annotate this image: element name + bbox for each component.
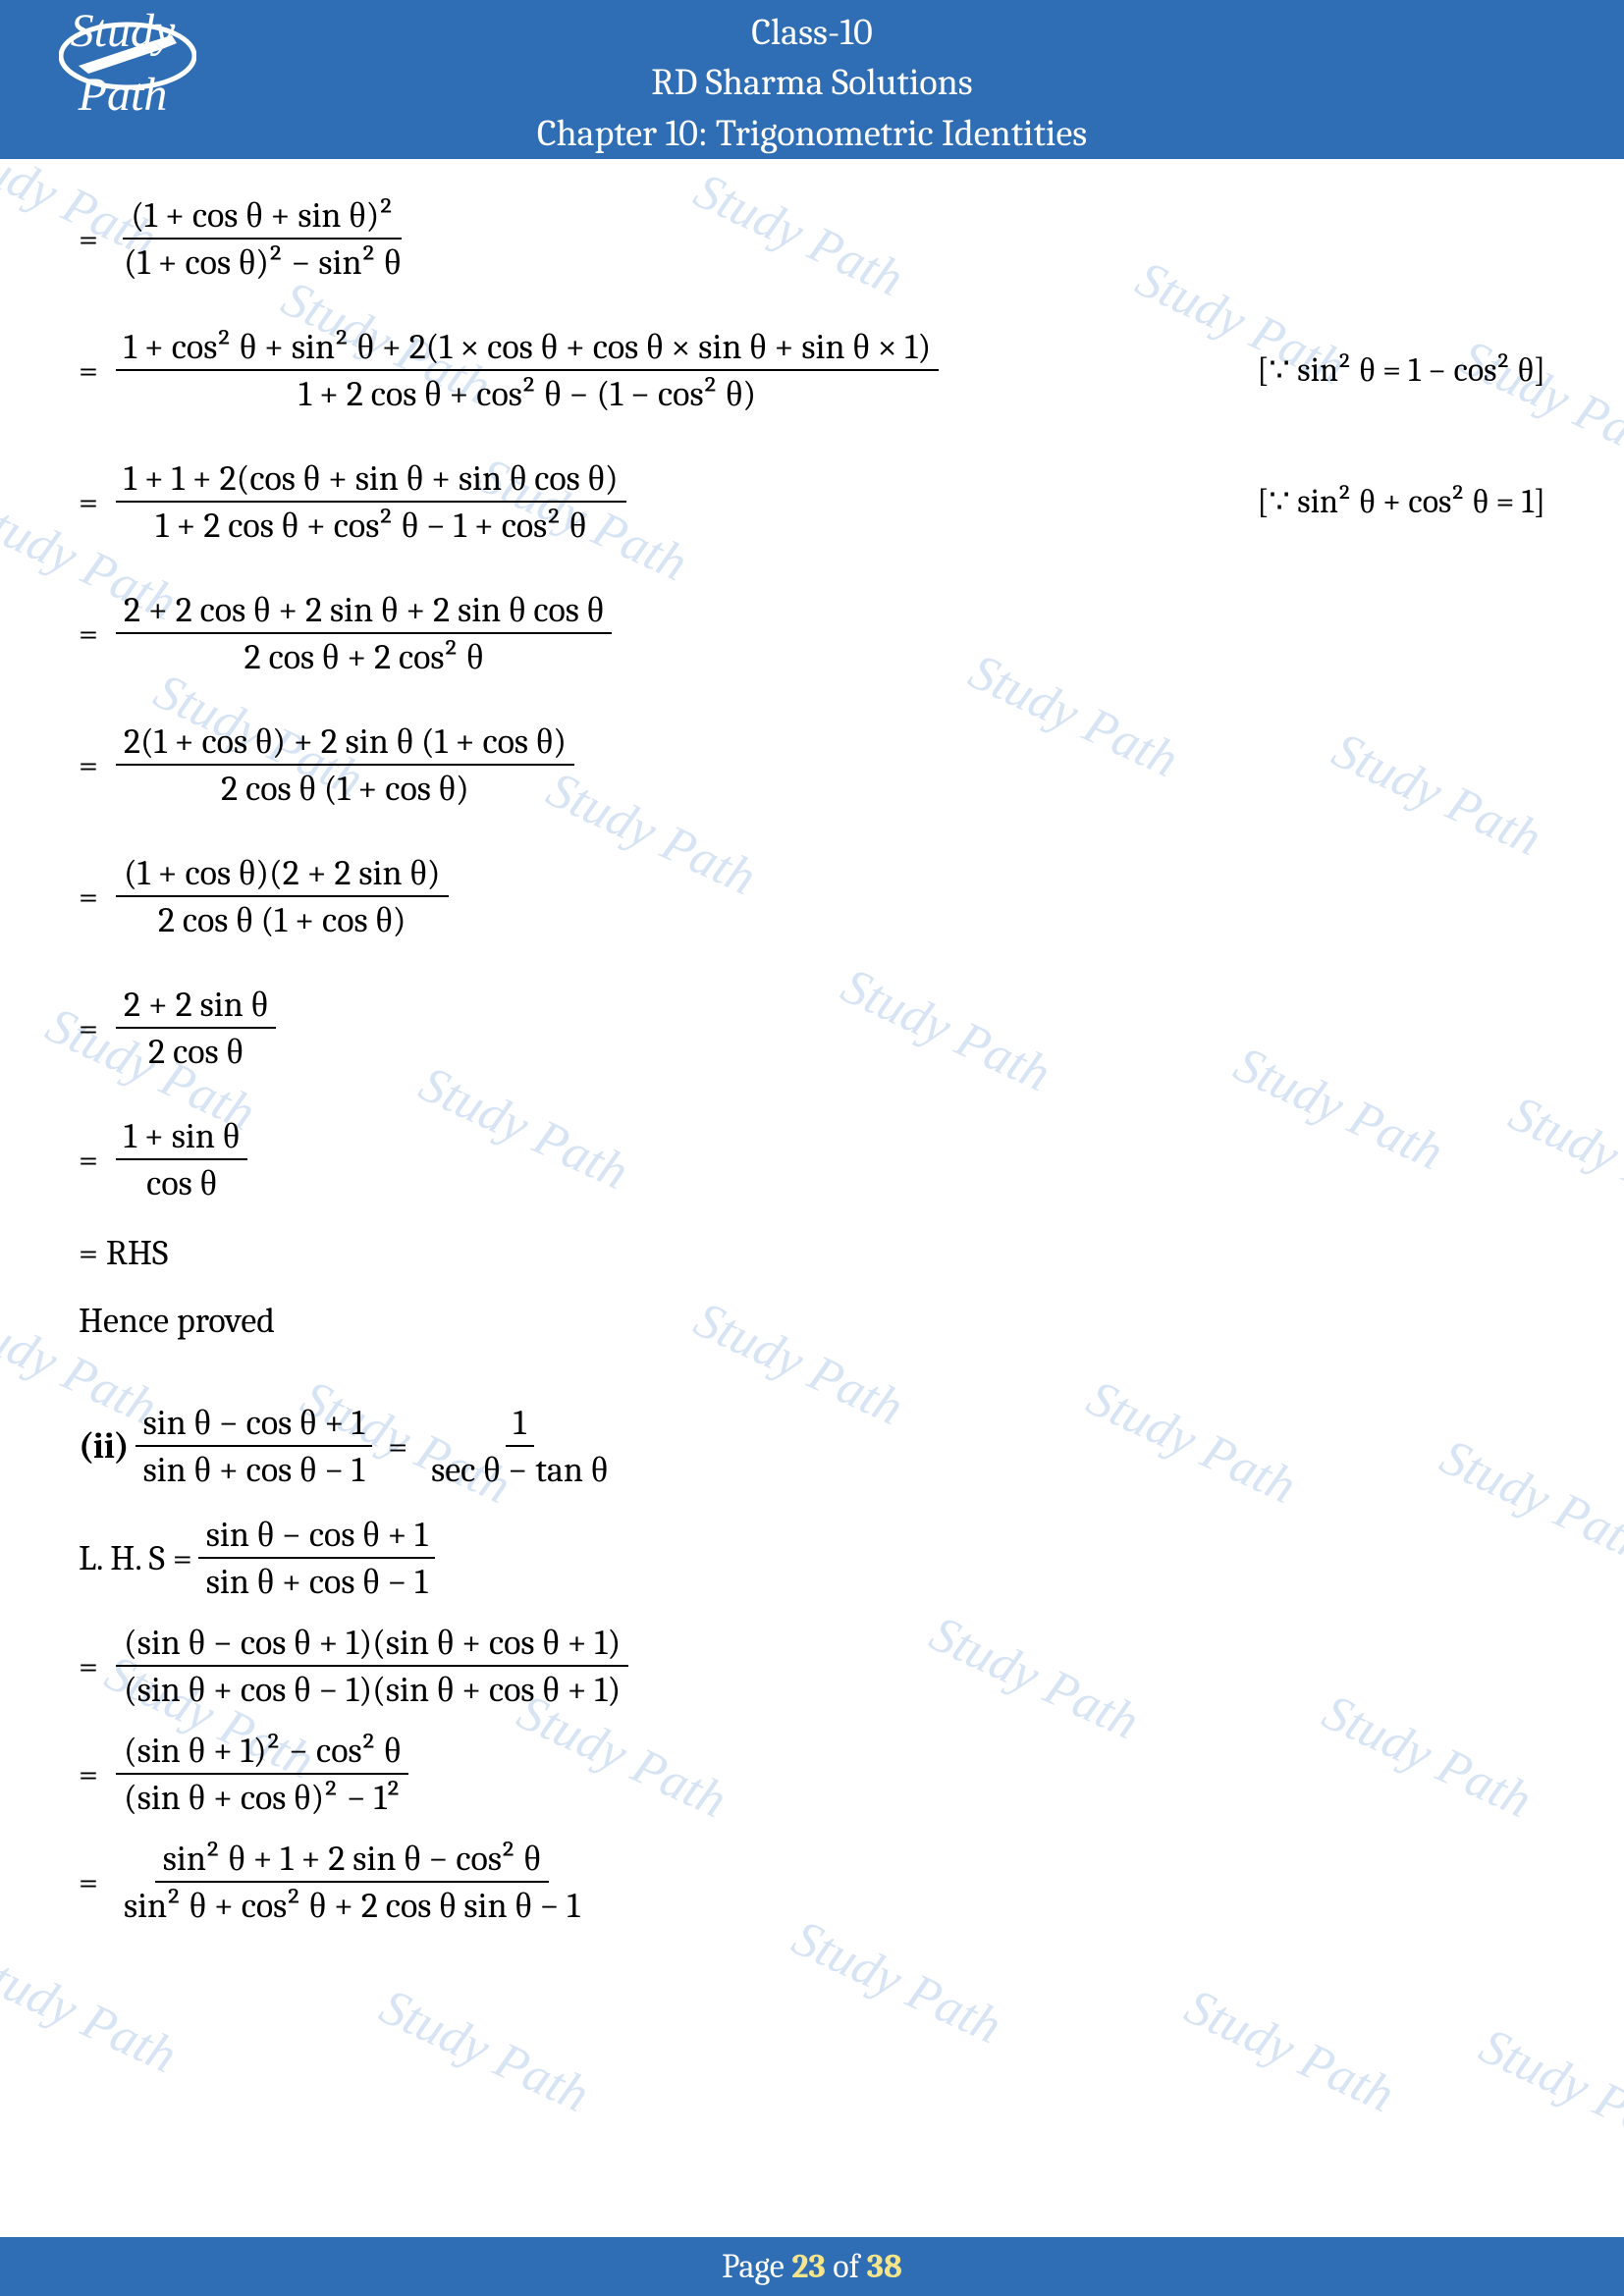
fraction: 2 + 2 cos θ + 2 sin θ + 2 sin θ cos θ 2 …: [116, 587, 612, 679]
fraction: sin θ − cos θ + 1 sin θ + cos θ − 1: [135, 1400, 373, 1492]
problem-statement: (ii) sin θ − cos θ + 1 sin θ + cos θ − 1…: [79, 1400, 1545, 1492]
equation-step: = 2 + 2 cos θ + 2 sin θ + 2 sin θ cos θ …: [79, 587, 1545, 679]
equals-sign: =: [79, 1646, 98, 1686]
equals-sign: =: [79, 1862, 98, 1902]
denominator: (sin θ + cos θ − 1)(sin θ + cos θ + 1): [116, 1667, 628, 1712]
equals-sign: =: [79, 745, 98, 785]
fraction: (1 + cos θ)(2 + 2 sin θ) 2 cos θ (1 + co…: [116, 850, 449, 942]
watermark: Study Path: [0, 1939, 186, 2085]
fraction: (sin θ − cos θ + 1)(sin θ + cos θ + 1) (…: [116, 1620, 628, 1712]
equals-sign: =: [388, 1426, 407, 1467]
fraction: sin θ − cos θ + 1 sin θ + cos θ − 1: [198, 1512, 436, 1604]
equals-sign: =: [79, 482, 98, 522]
equals-sign: =: [79, 877, 98, 917]
denominator: 2 cos θ + 2 cos² θ: [237, 634, 492, 679]
page-footer: Page 23 of 38: [0, 2237, 1624, 2296]
logo-text: Study Path: [29, 0, 216, 128]
numerator: 2 + 2 cos θ + 2 sin θ + 2 sin θ cos θ: [116, 587, 612, 634]
numerator: 1: [506, 1401, 534, 1447]
equation-step: L. H. S = sin θ − cos θ + 1 sin θ + cos …: [79, 1512, 1545, 1604]
watermark: Study Path: [371, 1978, 597, 2124]
equation-step: = 1 + cos² θ + sin² θ + 2(1 × cos θ + co…: [79, 324, 1545, 416]
equation-step: = sin² θ + 1 + 2 sin θ − cos² θ sin² θ +…: [79, 1836, 1545, 1928]
footer-mid: of: [826, 2247, 867, 2286]
equals-sign: =: [79, 614, 98, 654]
header-line2: RD Sharma Solutions: [0, 58, 1624, 108]
equation-step: = 1 + sin θ cos θ: [79, 1113, 1545, 1205]
fraction: 1 + cos² θ + sin² θ + 2(1 × cos θ + cos …: [116, 324, 939, 416]
fraction: 1 sec θ − tan θ: [423, 1401, 616, 1492]
rhs-line: = RHS: [79, 1233, 1545, 1273]
numerator: (1 + cos θ)(2 + 2 sin θ): [116, 850, 449, 897]
numerator: (sin θ + 1)² − cos² θ: [116, 1728, 408, 1775]
denominator: 1 + 2 cos θ + cos² θ − 1 + cos² θ: [148, 503, 595, 548]
equation-step: = (1 + cos θ)(2 + 2 sin θ) 2 cos θ (1 + …: [79, 850, 1545, 942]
denominator: sin θ + cos θ − 1: [135, 1447, 373, 1492]
fraction: 2(1 + cos θ) + 2 sin θ (1 + cos θ) 2 cos…: [116, 719, 574, 811]
denominator: 1 + 2 cos θ + cos² θ − (1 − cos² θ): [291, 371, 764, 416]
numerator: 1 + 1 + 2(cos θ + sin θ + sin θ cos θ): [116, 455, 626, 503]
side-note: [∵ sin² θ + cos² θ = 1]: [1227, 482, 1545, 521]
equation-step: = 2(1 + cos θ) + 2 sin θ (1 + cos θ) 2 c…: [79, 719, 1545, 811]
logo: Study Path: [29, 18, 216, 135]
watermark: Study Path: [1471, 2017, 1624, 2163]
equation-step: = (sin θ − cos θ + 1)(sin θ + cos θ + 1)…: [79, 1620, 1545, 1712]
watermark: Study Path: [784, 1909, 1009, 2056]
numerator: 1 + cos² θ + sin² θ + 2(1 × cos θ + cos …: [116, 324, 939, 371]
denominator: 2 cos θ: [140, 1029, 251, 1074]
equals-sign: =: [79, 1140, 98, 1180]
fraction: 1 + sin θ cos θ: [116, 1113, 247, 1205]
numerator: 2 + 2 sin θ: [116, 982, 276, 1029]
numerator: sin θ − cos θ + 1: [135, 1400, 373, 1447]
equals-sign: =: [79, 350, 98, 391]
header-line3: Chapter 10: Trigonometric Identities: [0, 109, 1624, 159]
equation-step: = 2 + 2 sin θ 2 cos θ: [79, 982, 1545, 1074]
denominator: (sin θ + cos θ)² − 1²: [116, 1775, 408, 1820]
numerator: 2(1 + cos θ) + 2 sin θ (1 + cos θ): [116, 719, 574, 766]
denominator: cos θ: [138, 1160, 225, 1205]
total-pages: 38: [867, 2247, 902, 2286]
numerator: sin² θ + 1 + 2 sin θ − cos² θ: [155, 1836, 549, 1883]
footer-prefix: Page: [722, 2247, 791, 2286]
denominator: sec θ − tan θ: [423, 1447, 616, 1492]
equals-sign: =: [79, 1008, 98, 1048]
watermark: Study Path: [1176, 1978, 1402, 2124]
fraction: 2 + 2 sin θ 2 cos θ: [116, 982, 276, 1074]
fraction: (sin θ + 1)² − cos² θ (sin θ + cos θ)² −…: [116, 1728, 408, 1820]
numerator: (1 + cos θ + sin θ)²: [123, 192, 402, 240]
denominator: 2 cos θ (1 + cos θ): [213, 766, 477, 811]
equation-step: = 1 + 1 + 2(cos θ + sin θ + sin θ cos θ)…: [79, 455, 1545, 548]
fraction: sin² θ + 1 + 2 sin θ − cos² θ sin² θ + c…: [116, 1836, 588, 1928]
equation-step: = (sin θ + 1)² − cos² θ (sin θ + cos θ)²…: [79, 1728, 1545, 1820]
lhs-label: L. H. S =: [79, 1538, 192, 1578]
question-label: (ii): [79, 1426, 130, 1467]
numerator: (sin θ − cos θ + 1)(sin θ + cos θ + 1): [116, 1620, 628, 1667]
denominator: (1 + cos θ)² − sin² θ: [116, 240, 408, 285]
content-area: = (1 + cos θ + sin θ)² (1 + cos θ)² − si…: [0, 159, 1624, 1928]
denominator: sin² θ + cos² θ + 2 cos θ sin θ − 1: [116, 1883, 588, 1928]
page-header: Study Path Class-10 RD Sharma Solutions …: [0, 0, 1624, 159]
equation-step: = (1 + cos θ + sin θ)² (1 + cos θ)² − si…: [79, 192, 1545, 285]
numerator: sin θ − cos θ + 1: [198, 1512, 436, 1559]
fraction: (1 + cos θ + sin θ)² (1 + cos θ)² − sin²…: [116, 192, 408, 285]
page-number: 23: [791, 2247, 826, 2286]
numerator: 1 + sin θ: [116, 1113, 247, 1160]
denominator: 2 cos θ (1 + cos θ): [150, 897, 414, 942]
equals-sign: =: [79, 219, 98, 259]
side-note: [∵ sin² θ = 1 − cos² θ]: [1227, 350, 1545, 390]
header-line1: Class-10: [0, 8, 1624, 58]
equals-sign: =: [79, 1754, 98, 1794]
denominator: sin θ + cos θ − 1: [198, 1559, 436, 1604]
fraction: 1 + 1 + 2(cos θ + sin θ + sin θ cos θ) 1…: [116, 455, 626, 548]
proved-line: Hence proved: [79, 1301, 1545, 1341]
